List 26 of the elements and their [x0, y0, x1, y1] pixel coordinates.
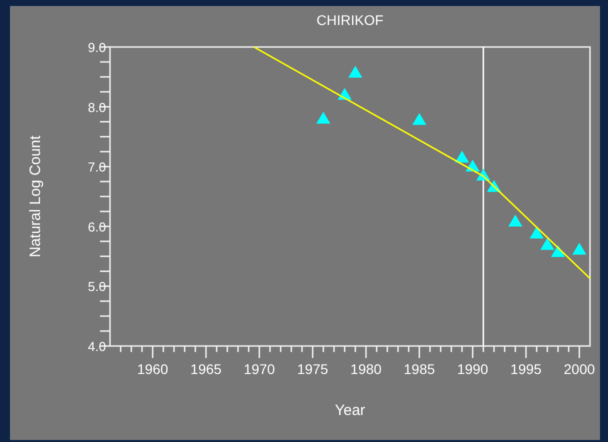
point: [316, 112, 330, 124]
y-tick-label: 7.0: [88, 160, 106, 175]
x-tick-label: 1960: [137, 361, 168, 377]
point: [412, 112, 426, 125]
x-tick-label: 1990: [457, 361, 488, 377]
x-tick-label: 1985: [404, 361, 436, 377]
y-tick-label: 6.0: [88, 219, 106, 234]
y-axis-title: Natural Log Count: [27, 134, 44, 258]
point: [540, 238, 554, 250]
x-tick-label: 1995: [510, 361, 542, 377]
x-tick-label: 1965: [190, 361, 222, 377]
x-tick-label: 1980: [350, 361, 382, 377]
chart-title: CHIRIKOF: [316, 12, 384, 28]
y-tick-label: 9.0: [88, 40, 106, 55]
point: [348, 66, 362, 78]
x-tick-label: 1970: [244, 361, 276, 377]
y-tick-label: 5.0: [88, 279, 106, 294]
y-tick-label: 8.0: [88, 100, 106, 115]
point: [508, 214, 522, 227]
x-tick-label: 1975: [297, 361, 328, 377]
y-tick-label: 4.0: [88, 339, 106, 354]
point: [530, 226, 544, 238]
point: [455, 150, 469, 163]
x-axis-title: Year: [334, 402, 366, 419]
x-tick-label: 2000: [564, 361, 596, 377]
point: [572, 242, 586, 255]
